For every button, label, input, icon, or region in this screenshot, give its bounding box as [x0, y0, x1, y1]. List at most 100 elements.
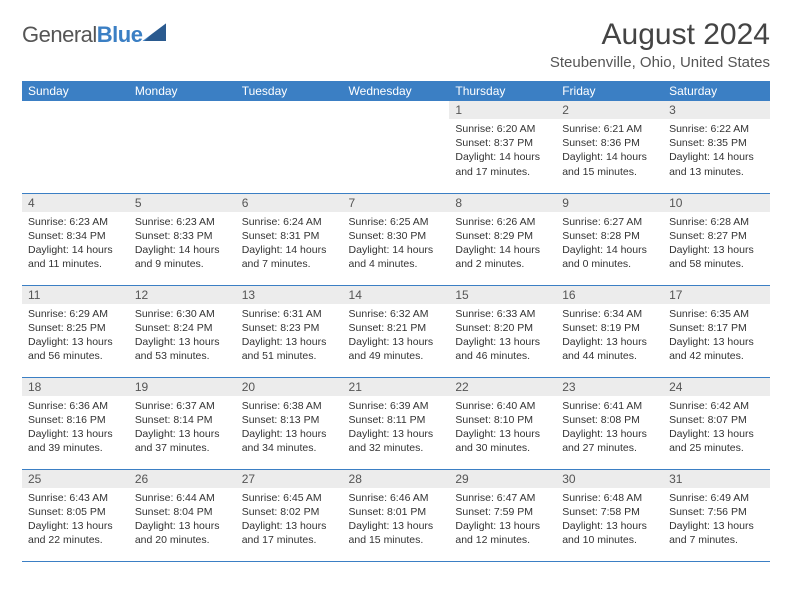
sunset-text: Sunset: 8:04 PM [135, 505, 230, 519]
sunset-text: Sunset: 8:08 PM [562, 413, 657, 427]
sunrise-text: Sunrise: 6:28 AM [669, 215, 764, 229]
sunrise-text: Sunrise: 6:30 AM [135, 307, 230, 321]
day-body: Sunrise: 6:25 AMSunset: 8:30 PMDaylight:… [343, 212, 450, 275]
sunrise-text: Sunrise: 6:34 AM [562, 307, 657, 321]
day-number: 18 [22, 378, 129, 396]
calendar-day-cell: 11Sunrise: 6:29 AMSunset: 8:25 PMDayligh… [22, 285, 129, 377]
day-body: Sunrise: 6:34 AMSunset: 8:19 PMDaylight:… [556, 304, 663, 367]
weekday-header-row: Sunday Monday Tuesday Wednesday Thursday… [22, 81, 770, 101]
sunset-text: Sunset: 8:20 PM [455, 321, 550, 335]
day-number: 10 [663, 194, 770, 212]
calendar-day-cell: 5Sunrise: 6:23 AMSunset: 8:33 PMDaylight… [129, 193, 236, 285]
sunset-text: Sunset: 7:56 PM [669, 505, 764, 519]
sunset-text: Sunset: 7:58 PM [562, 505, 657, 519]
sunset-text: Sunset: 8:01 PM [349, 505, 444, 519]
daylight-text: Daylight: 13 hours and 17 minutes. [242, 519, 337, 547]
daylight-text: Daylight: 14 hours and 15 minutes. [562, 150, 657, 178]
sunset-text: Sunset: 8:14 PM [135, 413, 230, 427]
sunrise-text: Sunrise: 6:29 AM [28, 307, 123, 321]
calendar-day-cell: 21Sunrise: 6:39 AMSunset: 8:11 PMDayligh… [343, 377, 450, 469]
day-body: Sunrise: 6:20 AMSunset: 8:37 PMDaylight:… [449, 119, 556, 182]
calendar-day-cell: 19Sunrise: 6:37 AMSunset: 8:14 PMDayligh… [129, 377, 236, 469]
calendar-day-cell: 6Sunrise: 6:24 AMSunset: 8:31 PMDaylight… [236, 193, 343, 285]
day-body: Sunrise: 6:46 AMSunset: 8:01 PMDaylight:… [343, 488, 450, 551]
daylight-text: Daylight: 13 hours and 49 minutes. [349, 335, 444, 363]
sunset-text: Sunset: 8:31 PM [242, 229, 337, 243]
calendar-day-cell: 16Sunrise: 6:34 AMSunset: 8:19 PMDayligh… [556, 285, 663, 377]
sunrise-text: Sunrise: 6:46 AM [349, 491, 444, 505]
daylight-text: Daylight: 13 hours and 25 minutes. [669, 427, 764, 455]
day-body: Sunrise: 6:47 AMSunset: 7:59 PMDaylight:… [449, 488, 556, 551]
day-number: 24 [663, 378, 770, 396]
sunrise-text: Sunrise: 6:43 AM [28, 491, 123, 505]
sunrise-text: Sunrise: 6:49 AM [669, 491, 764, 505]
calendar-day-cell: 22Sunrise: 6:40 AMSunset: 8:10 PMDayligh… [449, 377, 556, 469]
daylight-text: Daylight: 13 hours and 20 minutes. [135, 519, 230, 547]
calendar-day-cell: 4Sunrise: 6:23 AMSunset: 8:34 PMDaylight… [22, 193, 129, 285]
daylight-text: Daylight: 13 hours and 27 minutes. [562, 427, 657, 455]
day-number: 26 [129, 470, 236, 488]
daylight-text: Daylight: 13 hours and 46 minutes. [455, 335, 550, 363]
day-number: 20 [236, 378, 343, 396]
sunset-text: Sunset: 8:25 PM [28, 321, 123, 335]
day-body: Sunrise: 6:36 AMSunset: 8:16 PMDaylight:… [22, 396, 129, 459]
calendar-week-row: 25Sunrise: 6:43 AMSunset: 8:05 PMDayligh… [22, 469, 770, 561]
calendar-day-cell: 12Sunrise: 6:30 AMSunset: 8:24 PMDayligh… [129, 285, 236, 377]
weekday-header: Wednesday [343, 81, 450, 101]
daylight-text: Daylight: 13 hours and 42 minutes. [669, 335, 764, 363]
logo-text: GeneralBlue [22, 22, 142, 48]
sunset-text: Sunset: 8:35 PM [669, 136, 764, 150]
day-number: 8 [449, 194, 556, 212]
weekday-header: Monday [129, 81, 236, 101]
sunrise-text: Sunrise: 6:37 AM [135, 399, 230, 413]
sunset-text: Sunset: 8:10 PM [455, 413, 550, 427]
sunset-text: Sunset: 8:16 PM [28, 413, 123, 427]
daylight-text: Daylight: 13 hours and 53 minutes. [135, 335, 230, 363]
daylight-text: Daylight: 13 hours and 22 minutes. [28, 519, 123, 547]
sunrise-text: Sunrise: 6:36 AM [28, 399, 123, 413]
title-block: August 2024 Steubenville, Ohio, United S… [550, 18, 770, 71]
daylight-text: Daylight: 14 hours and 13 minutes. [669, 150, 764, 178]
calendar-day-cell [22, 101, 129, 193]
day-number: 19 [129, 378, 236, 396]
month-title: August 2024 [550, 18, 770, 52]
calendar-day-cell: 26Sunrise: 6:44 AMSunset: 8:04 PMDayligh… [129, 469, 236, 561]
sunrise-text: Sunrise: 6:22 AM [669, 122, 764, 136]
calendar-day-cell: 31 Sunrise: 6:49 AMSunset: 7:56 PMDayligh… [663, 469, 770, 561]
day-body: Sunrise: 6:33 AMSunset: 8:20 PMDaylight:… [449, 304, 556, 367]
sunset-text: Sunset: 8:23 PM [242, 321, 337, 335]
day-number: 31 [663, 470, 770, 488]
logo: GeneralBlue [22, 18, 166, 48]
day-number: 23 [556, 378, 663, 396]
calendar-day-cell: 7Sunrise: 6:25 AMSunset: 8:30 PMDaylight… [343, 193, 450, 285]
day-body: Sunrise: 6:44 AMSunset: 8:04 PMDaylight:… [129, 488, 236, 551]
daylight-text: Daylight: 13 hours and 7 minutes. [669, 519, 764, 547]
weekday-header: Sunday [22, 81, 129, 101]
day-body: Sunrise: 6:22 AMSunset: 8:35 PMDaylight:… [663, 119, 770, 182]
day-body: Sunrise: 6:45 AMSunset: 8:02 PMDaylight:… [236, 488, 343, 551]
sunrise-text: Sunrise: 6:33 AM [455, 307, 550, 321]
sunrise-text: Sunrise: 6:35 AM [669, 307, 764, 321]
day-number: 22 [449, 378, 556, 396]
day-body: Sunrise: 6:31 AMSunset: 8:23 PMDaylight:… [236, 304, 343, 367]
day-body: Sunrise: 6:32 AMSunset: 8:21 PMDaylight:… [343, 304, 450, 367]
daylight-text: Daylight: 13 hours and 56 minutes. [28, 335, 123, 363]
day-number: 12 [129, 286, 236, 304]
day-body: Sunrise: 6:43 AMSunset: 8:05 PMDaylight:… [22, 488, 129, 551]
location-text: Steubenville, Ohio, United States [550, 54, 770, 71]
daylight-text: Daylight: 13 hours and 34 minutes. [242, 427, 337, 455]
weekday-header: Thursday [449, 81, 556, 101]
calendar-day-cell: 18Sunrise: 6:36 AMSunset: 8:16 PMDayligh… [22, 377, 129, 469]
day-number: 29 [449, 470, 556, 488]
calendar-day-cell: 8Sunrise: 6:26 AMSunset: 8:29 PMDaylight… [449, 193, 556, 285]
sunset-text: Sunset: 8:11 PM [349, 413, 444, 427]
calendar-week-row: 11Sunrise: 6:29 AMSunset: 8:25 PMDayligh… [22, 285, 770, 377]
day-number: 7 [343, 194, 450, 212]
weekday-header: Friday [556, 81, 663, 101]
day-number: 5 [129, 194, 236, 212]
sunset-text: Sunset: 8:13 PM [242, 413, 337, 427]
day-body: Sunrise: 6:48 AMSunset: 7:58 PMDaylight:… [556, 488, 663, 551]
calendar-day-cell: 29Sunrise: 6:47 AMSunset: 7:59 PMDayligh… [449, 469, 556, 561]
calendar-day-cell [236, 101, 343, 193]
sunset-text: Sunset: 8:34 PM [28, 229, 123, 243]
